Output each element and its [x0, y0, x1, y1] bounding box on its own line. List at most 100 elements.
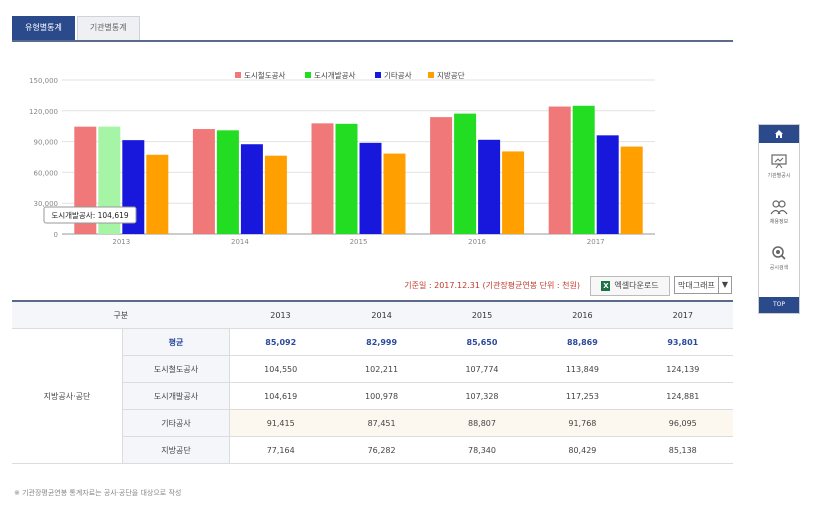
- cell-value: 82,999: [331, 328, 432, 356]
- excel-download-label: 엑셀다운로드: [614, 281, 659, 290]
- legend-swatch: [305, 72, 311, 78]
- bar: [572, 105, 595, 234]
- bar: [146, 154, 169, 234]
- tab-type-stats[interactable]: 유형별통계: [12, 16, 75, 40]
- bar: [502, 151, 525, 234]
- bar: [596, 135, 619, 234]
- table-row: 도시철도공사 104,550 102,211 107,774 113,849 1…: [12, 355, 733, 383]
- cell-value: 77,164: [229, 436, 332, 464]
- header-year: 2014: [331, 300, 432, 329]
- tab-agency-stats[interactable]: 기관별통계: [76, 16, 140, 40]
- cell-value: 124,139: [632, 355, 733, 383]
- top-button[interactable]: TOP: [759, 297, 799, 313]
- basis-date-text: 기준일 : 2017.12.31 (기관장평균연봉 단위 : 천원): [404, 281, 580, 290]
- row-label: 평균: [122, 328, 230, 356]
- stats-tabs: 유형별통계 기관별통계: [12, 16, 142, 40]
- table-row: 도시개발공사 104,619 100,978 107,328 117,253 1…: [12, 382, 733, 410]
- header-category: 구분: [12, 300, 230, 329]
- bar: [478, 139, 501, 234]
- x-tick-label: 2015: [350, 238, 368, 246]
- table-row: 지방공단 77,164 76,282 78,340 80,429 85,138: [12, 436, 733, 464]
- bar: [359, 142, 382, 234]
- legend-label: 지방공단: [437, 70, 465, 80]
- cell-value: 85,650: [431, 328, 533, 356]
- y-tick-label: 120,000: [29, 108, 58, 116]
- bar: [335, 123, 358, 234]
- y-tick-label: 60,000: [34, 169, 59, 177]
- legend-swatch: [235, 72, 241, 78]
- cell-value: 117,253: [532, 382, 633, 410]
- legend-label: 기타공사: [384, 71, 412, 80]
- tooltip-text: 도시개발공사: 104,619: [51, 210, 129, 220]
- y-tick-label: 90,000: [34, 139, 59, 147]
- bar: [383, 153, 406, 234]
- bar: [311, 123, 334, 234]
- bar: [548, 106, 571, 234]
- cell-value: 113,849: [532, 355, 633, 383]
- quick-nav-agency-disclosure[interactable]: 기관별공시: [759, 143, 799, 189]
- x-tick-label: 2013: [112, 238, 130, 246]
- footnote: ※ 기관장평균연봉 통계자료는 공사·공단을 대상으로 작성: [14, 489, 182, 497]
- row-label: 기타공사: [122, 409, 230, 437]
- excel-download-button[interactable]: X 엑셀다운로드: [590, 276, 670, 296]
- cell-value: 78,340: [431, 436, 533, 464]
- quick-nav-recruitment[interactable]: 채용정보: [759, 189, 799, 235]
- cell-value: 85,092: [229, 328, 332, 356]
- home-button[interactable]: [759, 125, 799, 143]
- info-row: 기준일 : 2017.12.31 (기관장평균연봉 단위 : 천원) X 엑셀다…: [0, 276, 740, 296]
- chart-type-select[interactable]: 막대그래프 ▼: [674, 276, 732, 294]
- table-header-row: 구분 2013 2014 2015 2016 2017: [12, 300, 733, 329]
- cell-value: 91,415: [229, 409, 332, 437]
- excel-icon: X: [601, 281, 611, 291]
- legend-label: 도시개발공사: [314, 70, 355, 80]
- quick-nav-label: 기관별공시: [767, 173, 791, 179]
- cell-value: 88,807: [431, 409, 533, 437]
- row-label: 도시개발공사: [122, 382, 230, 410]
- quick-nav-disclosure-search[interactable]: 공시검색: [759, 235, 799, 281]
- tooltip-box: [43, 206, 137, 224]
- bar: [264, 155, 287, 234]
- header-year: 2013: [229, 300, 332, 329]
- quick-nav: 기관별공시 채용정보 공시검색 TOP: [758, 124, 800, 314]
- cell-value: 102,211: [331, 355, 432, 383]
- header-year: 2017: [632, 300, 733, 329]
- y-tick-label: 150,000: [29, 77, 58, 85]
- y-tick-label: 0: [54, 231, 58, 239]
- row-label: 지방공단: [122, 436, 230, 464]
- cell-value: 107,774: [431, 355, 533, 383]
- cell-value: 88,869: [532, 328, 633, 356]
- bar: [430, 117, 453, 234]
- header-year: 2016: [532, 300, 633, 329]
- chevron-down-icon: ▼: [718, 277, 731, 293]
- salary-bar-chart: 0 30,000 60,000 90,000 120,000 150,000 2013 201…: [29, 70, 655, 246]
- cell-value: 87,451: [331, 409, 432, 437]
- legend-label: 도시철도공사: [244, 70, 285, 80]
- bar: [620, 146, 643, 234]
- search-icon: [772, 246, 786, 260]
- salary-table: 구분 2013 2014 2015 2016 2017 지방공사·공단 평균 8…: [12, 300, 733, 464]
- quick-nav-label: 채용정보: [769, 219, 789, 225]
- group-label: 지방공사·공단: [12, 328, 123, 464]
- cell-value: 91,768: [532, 409, 633, 437]
- cell-value: 104,550: [229, 355, 332, 383]
- x-tick-label: 2016: [468, 238, 486, 246]
- tab-divider: [12, 40, 733, 42]
- row-label: 도시철도공사: [122, 355, 230, 383]
- bar: [216, 130, 239, 234]
- bar: [454, 113, 477, 234]
- cell-value: 85,138: [632, 436, 733, 464]
- cell-value: 104,619: [229, 382, 332, 410]
- header-year: 2015: [431, 300, 533, 329]
- cell-value: 96,095: [632, 409, 733, 437]
- table-row: 지방공사·공단 평균 85,092 82,999 85,650 88,869 9…: [12, 328, 733, 464]
- quick-nav-label: 공시검색: [769, 265, 789, 271]
- chart-type-value: 막대그래프: [678, 281, 715, 290]
- legend-swatch: [428, 72, 434, 78]
- cell-value: 93,801: [632, 328, 733, 356]
- bar: [192, 129, 215, 234]
- legend-swatch: [375, 72, 381, 78]
- table-row: 기타공사 91,415 87,451 88,807 91,768 96,095: [12, 409, 733, 437]
- y-tick-label: 30,000: [34, 200, 59, 208]
- x-tick-label: 2017: [587, 238, 605, 246]
- presentation-icon: [771, 154, 787, 169]
